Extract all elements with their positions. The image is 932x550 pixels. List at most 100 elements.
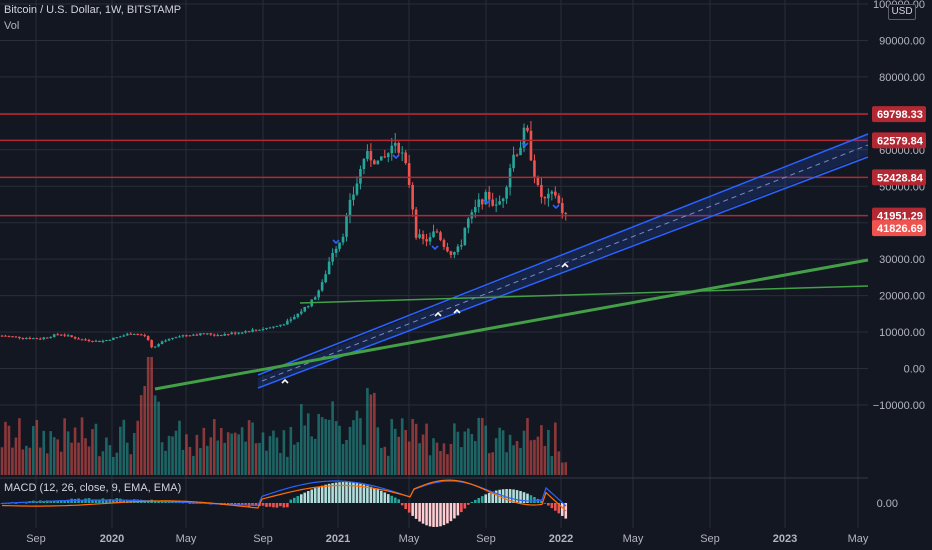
candle-body bbox=[66, 335, 70, 337]
candle-body bbox=[547, 193, 550, 199]
currency-badge[interactable]: USD bbox=[888, 4, 916, 20]
volume-bar bbox=[327, 419, 331, 475]
candle-body bbox=[101, 340, 105, 343]
swing-high-marker bbox=[431, 245, 439, 251]
volume-bar bbox=[463, 431, 467, 475]
swing-low-marker bbox=[453, 308, 461, 314]
volume-bar bbox=[219, 428, 223, 475]
macd-histogram-bar bbox=[453, 503, 456, 519]
candle-body bbox=[160, 341, 164, 345]
candle-body bbox=[32, 338, 35, 340]
level-price-tag: 52428.84 bbox=[872, 169, 926, 186]
candle-body bbox=[380, 156, 383, 161]
volume-bar bbox=[320, 417, 324, 475]
macd-histogram-bar bbox=[73, 498, 77, 503]
volume-bar bbox=[286, 456, 289, 475]
price-axis-tick: 30000.00 bbox=[879, 254, 925, 266]
candle-body bbox=[456, 246, 460, 252]
candle-body bbox=[303, 306, 307, 312]
volume-bar bbox=[393, 428, 397, 475]
volume-bar bbox=[167, 435, 171, 475]
volume-bar bbox=[439, 451, 442, 475]
candle-body bbox=[181, 335, 185, 337]
macd-histogram-bar bbox=[275, 503, 279, 508]
candle-body bbox=[132, 334, 136, 336]
macd-axis-tick: 0.00 bbox=[877, 498, 898, 510]
price-axis[interactable]: 110000.00100000.0090000.0080000.0070000.… bbox=[872, 0, 926, 510]
volume-bar bbox=[380, 447, 383, 475]
macd-histogram-bar bbox=[244, 503, 247, 506]
macd-histogram-bar bbox=[98, 499, 101, 503]
macd-histogram-bar bbox=[393, 497, 397, 503]
candle-body bbox=[178, 336, 181, 338]
macd-histogram-bar bbox=[446, 503, 449, 524]
macd-histogram-bar bbox=[251, 503, 254, 506]
candle-body bbox=[28, 338, 32, 340]
swing-high-marker bbox=[552, 204, 560, 210]
macd-histogram-bar bbox=[348, 482, 352, 503]
volume-bar bbox=[543, 445, 547, 475]
macd-histogram-bar bbox=[480, 496, 484, 503]
symbol-title[interactable]: Bitcoin / U.S. Dollar, 1W, BITSTAMP bbox=[4, 4, 182, 16]
time-axis-tick: May bbox=[176, 533, 197, 545]
time-axis-tick: May bbox=[399, 533, 420, 545]
candle-body bbox=[240, 332, 244, 334]
candle-body bbox=[7, 336, 11, 338]
volume-bar bbox=[66, 431, 70, 475]
candle-body bbox=[188, 335, 192, 337]
candle-body bbox=[397, 142, 401, 153]
volume-bar bbox=[70, 442, 73, 475]
candle-body bbox=[11, 336, 14, 338]
macd-histogram-bar bbox=[470, 501, 474, 503]
macd-histogram-bar bbox=[101, 498, 105, 503]
volume-bar bbox=[181, 449, 185, 475]
volume-bar bbox=[38, 447, 42, 475]
time-axis-tick: 2020 bbox=[100, 533, 124, 545]
candle-body bbox=[324, 274, 327, 283]
volume-bar bbox=[73, 427, 77, 475]
candle-body bbox=[25, 338, 28, 340]
volume-bar bbox=[376, 427, 380, 475]
macd-histogram-bar bbox=[543, 502, 547, 504]
volume-bar bbox=[63, 418, 66, 475]
macd-histogram-bar bbox=[0, 503, 4, 504]
macd-histogram-bar bbox=[547, 503, 550, 506]
candle-body bbox=[432, 231, 435, 238]
macd-histogram-bar bbox=[557, 503, 561, 514]
candle-body bbox=[0, 335, 4, 337]
candle-body bbox=[70, 335, 73, 337]
time-axis[interactable]: Sep 2020 May Sep 2021 May Sep 2022 May Sep 2023 May bbox=[26, 533, 869, 545]
candle-body bbox=[366, 151, 369, 159]
volume-bar bbox=[237, 434, 240, 475]
volume-bar bbox=[32, 426, 35, 475]
drawing-tools[interactable] bbox=[0, 113, 869, 391]
channel-lower-line bbox=[257, 156, 869, 389]
candle-body bbox=[540, 184, 543, 197]
time-axis-tick: Sep bbox=[700, 533, 720, 545]
candle-body bbox=[480, 199, 484, 205]
candle-body bbox=[543, 196, 547, 199]
candle-body bbox=[143, 335, 146, 337]
candle-body bbox=[317, 290, 320, 298]
macd-histogram-bar bbox=[404, 503, 407, 510]
macd-histogram-bar bbox=[491, 491, 494, 503]
volume-legend[interactable]: Vol bbox=[4, 20, 20, 32]
volume-bar bbox=[0, 447, 4, 475]
volume-bar bbox=[449, 443, 453, 475]
volume-bar bbox=[512, 445, 515, 475]
volume-bar bbox=[369, 394, 373, 475]
macd-histogram-bar bbox=[286, 503, 289, 508]
macd-legend[interactable]: MACD (12, 26, close, 9, EMA, EMA) bbox=[4, 482, 182, 494]
candle-body bbox=[373, 160, 376, 165]
volume-bar bbox=[216, 440, 220, 475]
macd-histogram-bar bbox=[125, 499, 129, 503]
macd-histogram-bar bbox=[105, 499, 108, 503]
macd-histogram-bar bbox=[153, 500, 157, 503]
time-axis-tick: 2023 bbox=[773, 533, 797, 545]
macd-histogram-bar bbox=[519, 491, 522, 503]
candle-body bbox=[334, 248, 338, 253]
volume-bar bbox=[331, 401, 334, 475]
candle-body bbox=[136, 334, 140, 336]
time-axis-tick: Sep bbox=[476, 533, 496, 545]
